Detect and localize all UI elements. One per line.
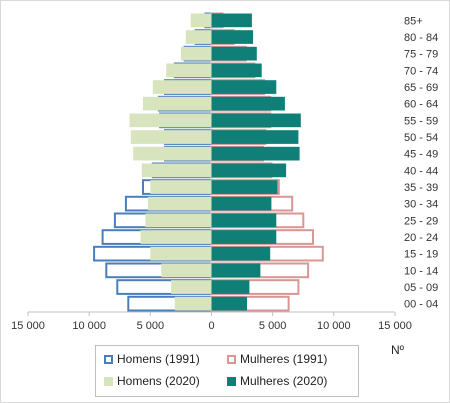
bar-homens-2020-65-69 xyxy=(152,80,212,94)
y-tick-label: 80 - 84 xyxy=(404,32,438,44)
y-tick-label: 30 - 34 xyxy=(404,199,438,211)
bar-homens-2020-55-59 xyxy=(129,113,212,128)
x-tick-label: 5 000 xyxy=(259,320,287,332)
bar-mulheres-2020-40-44 xyxy=(211,163,287,178)
bar-homens-2020-00-04 xyxy=(174,296,212,311)
y-tick-label: 75 - 79 xyxy=(404,49,438,61)
y-tick-label: 15 - 19 xyxy=(404,249,438,261)
legend-swatch-homens-1991 xyxy=(104,354,113,364)
legend-item-homens-1991[interactable]: Homens (1991) xyxy=(104,352,200,366)
bar-mulheres-2020-75-79 xyxy=(211,46,257,61)
x-tick-label: 0 xyxy=(208,320,214,332)
bar-homens-2020-35-39 xyxy=(150,180,212,194)
bar-mulheres-2020-20-24 xyxy=(211,230,277,244)
legend-swatch-homens-2020 xyxy=(104,376,113,386)
bar-homens-2020-80-84 xyxy=(185,30,212,44)
y-tick-label: 55 - 59 xyxy=(404,115,438,127)
bar-homens-2020-75-79 xyxy=(180,46,212,61)
bar-homens-2020-25-29 xyxy=(145,213,212,228)
bar-homens-2020-45-49 xyxy=(133,146,212,161)
y-tick-label: 10 - 14 xyxy=(404,265,438,277)
legend-item-homens-2020[interactable]: Homens (2020) xyxy=(104,374,200,388)
bar-mulheres-2020-60-64 xyxy=(211,96,285,111)
bar-homens-2020-20-24 xyxy=(140,230,212,244)
y-tick-label: 70 - 74 xyxy=(404,65,438,77)
x-tick-label: 10 000 xyxy=(317,320,351,332)
y-tick-label: 35 - 39 xyxy=(404,182,438,194)
y-tick-label: 65 - 69 xyxy=(404,82,438,94)
y-tick-label: 60 - 64 xyxy=(404,99,438,111)
bar-mulheres-2020-45-49 xyxy=(211,146,300,161)
legend-swatch-mulheres-2020 xyxy=(227,376,236,386)
y-tick-label: 40 - 44 xyxy=(404,165,438,177)
y-tick-label: 25 - 29 xyxy=(404,215,438,227)
bar-mulheres-2020-65-69 xyxy=(211,80,277,94)
legend-swatch-mulheres-1991 xyxy=(227,354,236,364)
legend-item-mulheres-1991[interactable]: Mulheres (1991) xyxy=(227,352,327,366)
x-tick-label: 5 000 xyxy=(137,320,165,332)
bar-homens-2020-50-54 xyxy=(130,130,212,144)
bar-homens-2020-05-09 xyxy=(171,280,212,294)
bar-mulheres-2020-15-19 xyxy=(211,246,271,261)
y-tick-label: 20 - 24 xyxy=(404,232,438,244)
bar-mulheres-2020-10-14 xyxy=(211,263,261,278)
y-tick-label: 85+ xyxy=(404,15,423,27)
bar-mulheres-2020-80-84 xyxy=(211,30,254,44)
y-tick-label: 50 - 54 xyxy=(404,132,438,144)
y-tick-label: 05 - 09 xyxy=(404,282,438,294)
bar-homens-2020-70-74 xyxy=(166,63,212,78)
y-tick-label: 45 - 49 xyxy=(404,149,438,161)
bar-mulheres-2020-70-74 xyxy=(211,63,262,78)
bar-mulheres-2020-50-54 xyxy=(211,130,299,144)
bar-mulheres-2020-25-29 xyxy=(211,213,277,228)
x-tick-label: 10 000 xyxy=(72,320,106,332)
bar-mulheres-2020-55-59 xyxy=(211,113,301,128)
bar-homens-2020-85 xyxy=(190,13,212,28)
bar-homens-2020-30-34 xyxy=(147,196,212,211)
legend: Homens (1991) Mulheres (1991) Homens (20… xyxy=(95,345,359,397)
bar-mulheres-2020-05-09 xyxy=(211,280,250,294)
bar-homens-2020-15-19 xyxy=(150,246,212,261)
x-axis-unit-label: Nº xyxy=(391,343,405,357)
x-tick-label: 15 000 xyxy=(378,320,412,332)
bar-mulheres-2020-30-34 xyxy=(211,196,272,211)
x-tick-label: 15 000 xyxy=(11,320,45,332)
legend-label-mulheres-2020: Mulheres (2020) xyxy=(240,374,328,388)
legend-item-mulheres-2020[interactable]: Mulheres (2020) xyxy=(227,374,327,388)
bar-homens-2020-40-44 xyxy=(141,163,212,178)
legend-label-mulheres-1991: Mulheres (1991) xyxy=(240,352,328,366)
y-tick-label: 00 - 04 xyxy=(404,299,438,311)
bar-homens-2020-60-64 xyxy=(143,96,212,111)
legend-label-homens-2020: Homens (2020) xyxy=(117,374,200,388)
legend-label-homens-1991: Homens (1991) xyxy=(117,352,200,366)
bar-mulheres-2020-35-39 xyxy=(211,180,278,194)
bar-homens-2020-10-14 xyxy=(161,263,212,278)
bar-mulheres-2020-00-04 xyxy=(211,296,247,311)
bar-mulheres-2020-85 xyxy=(211,13,252,28)
